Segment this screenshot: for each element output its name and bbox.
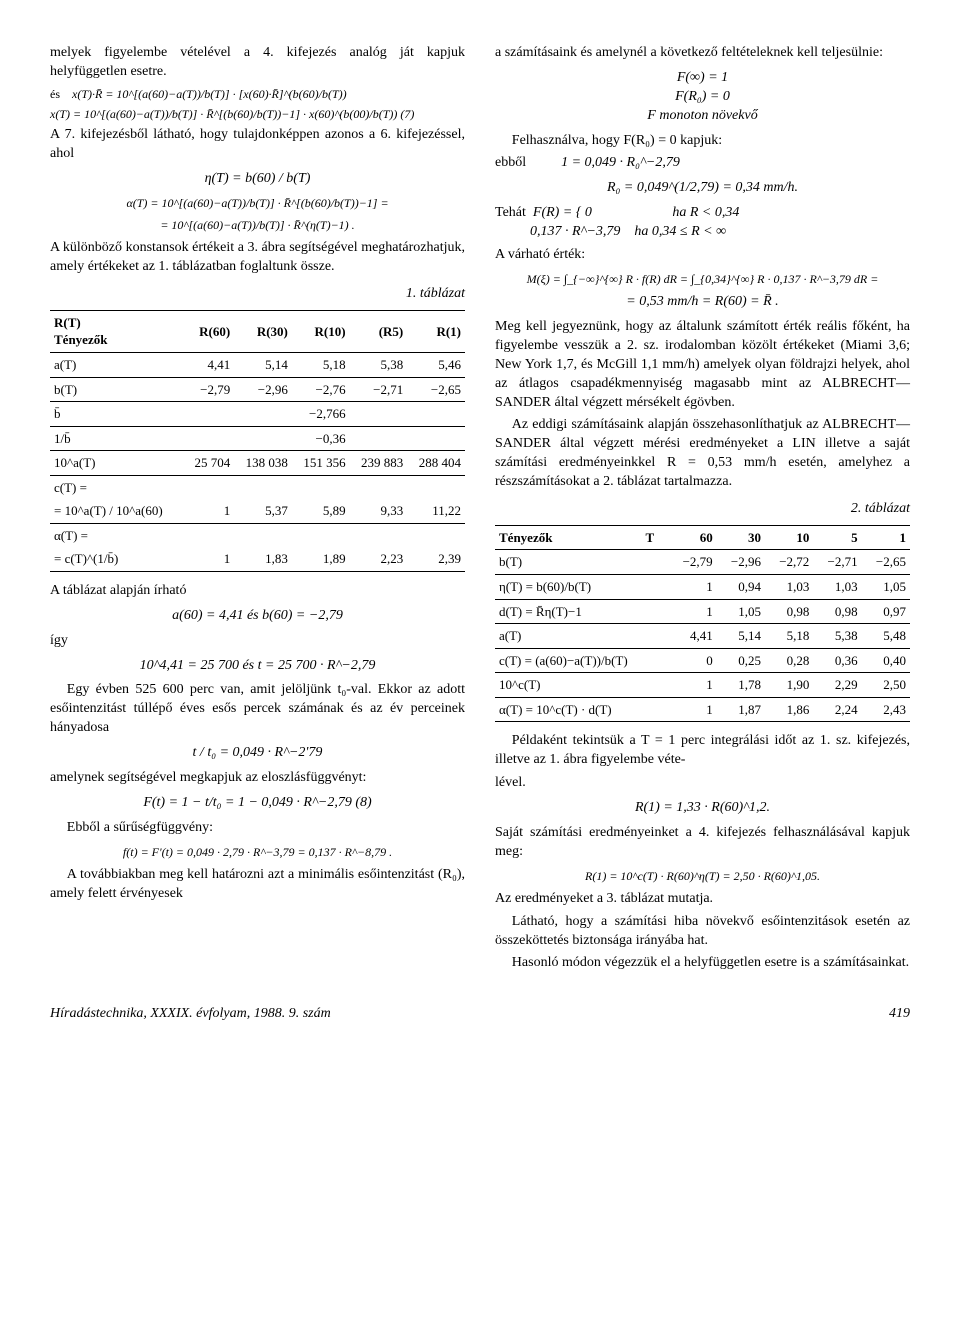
equation-7: x(T) = 10^[(a(60)−a(T))/b(T)] · R̄^[(b(6… xyxy=(50,106,465,122)
th: 1 xyxy=(862,525,910,550)
table-row: 10^c(T) 1 1,78 1,90 2,29 2,50 xyxy=(495,673,910,698)
equation-8: F(t) = 1 − t/t₀ = 1 − 0,049 · R^−2,79 (8… xyxy=(50,794,465,813)
para: A táblázat alapján írható xyxy=(50,582,465,601)
para: a számításaink és amelynél a következő f… xyxy=(495,44,910,63)
para: Látható, hogy a számítási hiba növekvő e… xyxy=(495,913,910,951)
th: R(60) xyxy=(184,310,234,352)
eq-m1: M(ξ) = ∫_{−∞}^{∞} R · f(R) dR = ∫_{0,34}… xyxy=(495,271,910,287)
para: Saját számítási eredményeinket a 4. kife… xyxy=(495,824,910,862)
para: A különböző konstansok értékeit a 3. ábr… xyxy=(50,239,465,277)
table-row: α(T) = 10^c(T) · d(T) 1 1,87 1,86 2,24 2… xyxy=(495,697,910,722)
table-row: c(T) = (a(60)−a(T))/b(T) 0 0,25 0,28 0,3… xyxy=(495,648,910,673)
para: ebből 1 = 0,049 · R₀^−2,79 xyxy=(495,154,910,173)
table-row: a(T) 4,41 5,14 5,18 5,38 5,48 xyxy=(495,624,910,649)
page-footer: Híradástechnika, XXXIX. évfolyam, 1988. … xyxy=(50,1005,910,1024)
table2-caption: 2. táblázat xyxy=(495,500,910,519)
para: A 7. kifejezésből látható, hogy tulajdon… xyxy=(50,126,465,164)
table-1: R(T) Tényezők R(60) R(30) R(10) (R5) R(1… xyxy=(50,310,465,572)
table-row: = c(T)^(1/b̄) 1 1,83 1,89 2,23 2,39 xyxy=(50,547,465,571)
para: lével. xyxy=(495,774,910,793)
para: Felhasználva, hogy F(R₀) = 0 kapjuk: xyxy=(495,132,910,151)
th: R(T) Tényezők xyxy=(50,310,184,352)
para: A továbbiakban meg kell határozni azt a … xyxy=(50,866,465,904)
journal-ref: Híradástechnika, XXXIX. évfolyam, 1988. … xyxy=(50,1005,331,1024)
table-row: a(T) 4,41 5,14 5,18 5,38 5,46 xyxy=(50,352,465,377)
para: Példaként tekintsük a T = 1 perc integrá… xyxy=(495,732,910,770)
eq-alpha: α(T) = 10^[(a(60)−a(T))/b(T)] · R̄^[(b(6… xyxy=(50,195,465,211)
eq-alpha2: = 10^[(a(60)−a(T))/b(T)] · R̄^(η(T)−1) . xyxy=(50,217,465,233)
para: így xyxy=(50,632,465,651)
para: Az eredményeket a 3. táblázat mutatja. xyxy=(495,890,910,909)
th: 5 xyxy=(813,525,861,550)
th: R(1) xyxy=(407,310,465,352)
th: (R5) xyxy=(350,310,408,352)
table1-caption: 1. táblázat xyxy=(50,285,465,304)
th: 30 xyxy=(717,525,765,550)
para: amelynek segítségével megkapjuk az elosz… xyxy=(50,769,465,788)
para: melyek figyelembe vételével a 4. kifejez… xyxy=(50,44,465,82)
eq-104: 10^4,41 = 25 700 és t = 25 700 · R^−2,79 xyxy=(50,657,465,676)
table-row: α(T) = xyxy=(50,523,465,547)
eq-eta: η(T) = b(60) / b(T) xyxy=(50,170,465,189)
page-number: 419 xyxy=(889,1005,910,1024)
eq-m2: = 0,53 mm/h = R(60) = R̄ . xyxy=(495,293,910,312)
table-row: d(T) = R̄η(T)−1 1 1,05 0,98 0,98 0,97 xyxy=(495,599,910,624)
right-column: a számításaink és amelynél a következő f… xyxy=(495,40,910,977)
table-row: = 10^a(T) / 10^a(60) 1 5,37 5,89 9,33 11… xyxy=(50,499,465,523)
para: Az eddigi számításaink alapján összehaso… xyxy=(495,416,910,492)
th: 60 xyxy=(668,525,716,550)
table-row: 1/b̄ −0,36 xyxy=(50,426,465,451)
para: Tehát F(R) = { 0 ha R < 0,34 0,137 · R^−… xyxy=(495,204,910,242)
eq-tt0: t / t₀ = 0,049 · R^−2'79 xyxy=(50,744,465,763)
th: R(30) xyxy=(234,310,292,352)
table-row: b̄ −2,766 xyxy=(50,402,465,427)
para: Hasonló módon végezzük el a helyfüggetle… xyxy=(495,954,910,973)
table-2: Tényezők T 60 30 10 5 1 b(T) −2,79 −2,96… xyxy=(495,525,910,722)
table-row: b(T) −2,79 −2,96 −2,76 −2,71 −2,65 xyxy=(50,377,465,402)
eq-cond: F(∞) = 1 F(R₀) = 0 F monoton növekvő xyxy=(495,69,910,126)
table-row: η(T) = b(60)/b(T) 1 0,94 1,03 1,03 1,05 xyxy=(495,574,910,599)
th: R(10) xyxy=(292,310,350,352)
th: T xyxy=(631,525,668,550)
para: Egy évben 525 600 perc van, amit jelöljü… xyxy=(50,681,465,738)
table-row: c(T) = xyxy=(50,475,465,499)
table-row: 10^a(T) 25 704 138 038 151 356 239 883 2… xyxy=(50,451,465,476)
para: Ebből a sűrűségfüggvény: xyxy=(50,819,465,838)
eq-r1b: R(1) = 10^c(T) · R(60)^η(T) = 2,50 · R(6… xyxy=(495,868,910,884)
th: Tényezők xyxy=(495,525,631,550)
para: Meg kell jegyeznünk, hogy az általunk sz… xyxy=(495,318,910,412)
para: A várható érték: xyxy=(495,246,910,265)
eq-r1a: R(1) = 1,33 · R(60)^1,2. xyxy=(495,799,910,818)
left-column: melyek figyelembe vételével a 4. kifejez… xyxy=(50,40,465,977)
eq-f: f(t) = F'(t) = 0,049 · 2,79 · R^−3,79 = … xyxy=(50,844,465,860)
eq-r0: R₀ = 0,049^(1/2,79) = 0,34 mm/h. xyxy=(495,179,910,198)
table-row: b(T) −2,79 −2,96 −2,72 −2,71 −2,65 xyxy=(495,550,910,575)
eq-ab: a(60) = 4,41 és b(60) = −2,79 xyxy=(50,607,465,626)
th: 10 xyxy=(765,525,813,550)
equation: és x(T)·R̄ = 10^[(a(60)−a(T))/b(T)] · [x… xyxy=(50,86,465,102)
